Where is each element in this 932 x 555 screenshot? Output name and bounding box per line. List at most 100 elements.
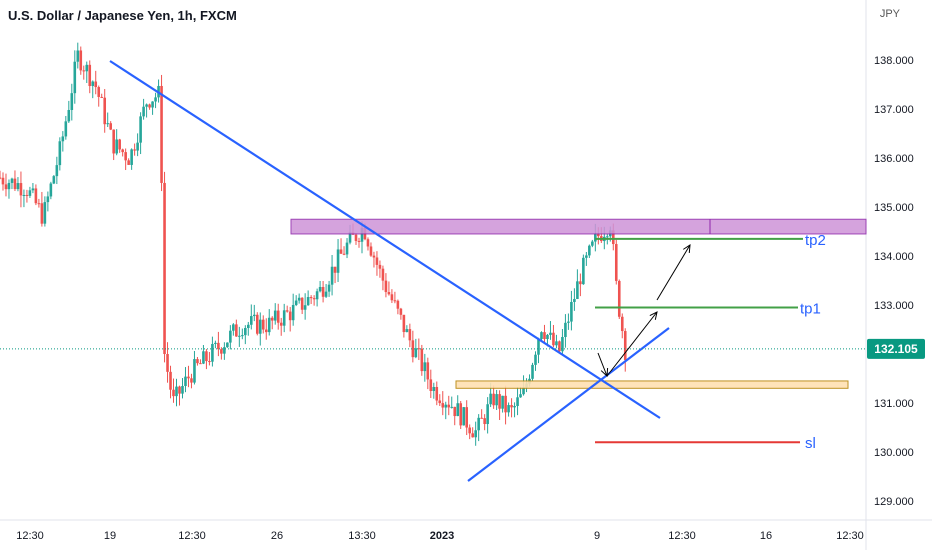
ascending-trendline[interactable] — [467, 327, 670, 482]
candle-body — [64, 121, 68, 137]
sl-label: sl — [805, 435, 816, 452]
candle-body — [55, 165, 59, 177]
candle-body — [405, 329, 409, 333]
candle-body — [211, 343, 214, 362]
candle-body — [136, 142, 139, 151]
candle-body — [390, 294, 394, 301]
candle-body — [94, 81, 98, 88]
resistance-zone[interactable] — [290, 218, 867, 235]
candle-body — [103, 97, 107, 125]
candle-body — [175, 386, 178, 397]
currency-label: JPY — [879, 8, 900, 20]
candle-body — [558, 341, 561, 352]
candle-body — [291, 305, 295, 321]
candle-body — [100, 96, 104, 98]
candle-body — [118, 139, 121, 150]
candle-body — [88, 64, 92, 87]
candle-body — [196, 359, 199, 364]
candle-body — [187, 376, 190, 379]
candle-body — [588, 245, 591, 256]
candle-body — [270, 317, 274, 321]
support-zone[interactable] — [455, 380, 849, 389]
candle-body — [7, 182, 11, 190]
candle-body — [166, 354, 169, 372]
candle-body — [540, 332, 543, 340]
candle-body — [381, 268, 385, 281]
candle-body — [124, 152, 127, 161]
candle-body — [480, 417, 483, 419]
candle-body — [345, 242, 349, 255]
candle-body — [579, 281, 582, 285]
last-price-value: 132.105 — [874, 342, 918, 356]
candle-body — [315, 291, 319, 300]
candle-body — [339, 249, 343, 254]
y-tick-label: 135.000 — [874, 202, 914, 214]
candle-body — [73, 61, 77, 94]
x-tick-label: 9 — [594, 530, 600, 542]
candle-body — [82, 70, 86, 72]
candle-body — [208, 361, 211, 363]
projection-arrow-3-head — [683, 244, 691, 254]
candle-body — [238, 335, 241, 337]
candle-body — [570, 301, 573, 322]
candle-body — [229, 330, 232, 343]
candle-body — [537, 339, 540, 355]
projection-arrow-2-head — [649, 311, 658, 320]
candle-body — [154, 97, 157, 102]
candle-body — [193, 359, 196, 383]
candle-body — [546, 334, 549, 340]
candle-body — [226, 342, 229, 348]
candle-body — [205, 351, 208, 362]
candle-body — [19, 183, 23, 196]
candle-body — [223, 347, 226, 354]
candle-body — [252, 314, 256, 317]
candle-body — [306, 297, 310, 306]
candle-body — [61, 136, 65, 142]
descending-trendline[interactable] — [109, 60, 661, 419]
candle-body — [402, 314, 406, 333]
candle-body — [393, 300, 397, 302]
candle-body — [115, 139, 118, 154]
candle-body — [49, 183, 53, 197]
x-tick-label: 12:30 — [16, 530, 44, 542]
candle-body — [489, 393, 492, 405]
candle-body — [244, 328, 247, 336]
candle-body — [258, 319, 262, 334]
candle-body — [573, 298, 576, 302]
candle-body — [552, 332, 555, 346]
candle-body — [348, 232, 352, 243]
last-price-tag — [867, 338, 925, 359]
candle-body — [453, 406, 457, 417]
candle-body — [501, 395, 504, 409]
candle-body — [459, 403, 463, 426]
candle-body — [369, 246, 373, 256]
candle-body — [273, 310, 277, 321]
candle-body — [372, 255, 376, 258]
y-tick-label: 137.000 — [874, 104, 914, 116]
candle-body — [142, 106, 145, 117]
candle-body — [342, 253, 346, 255]
candle-body — [43, 202, 47, 224]
candle-body — [235, 324, 238, 337]
candle-body — [432, 386, 436, 392]
candle-body — [426, 362, 430, 380]
candle-body — [462, 407, 466, 426]
candle-body — [516, 397, 519, 406]
candle-body — [318, 286, 322, 292]
candle-body — [486, 404, 489, 425]
candle-body — [387, 292, 391, 295]
candle-body — [0, 177, 2, 179]
candle-body — [294, 300, 298, 306]
candle-body — [181, 386, 184, 394]
candle-body — [519, 394, 522, 398]
candle-body — [25, 194, 29, 196]
candle-body — [438, 400, 442, 404]
y-tick-label: 136.000 — [874, 153, 914, 165]
candle-body — [620, 316, 624, 332]
candle-body — [399, 308, 403, 315]
candle-body — [324, 291, 328, 297]
candle-body — [531, 364, 534, 379]
candle-body — [232, 324, 235, 331]
